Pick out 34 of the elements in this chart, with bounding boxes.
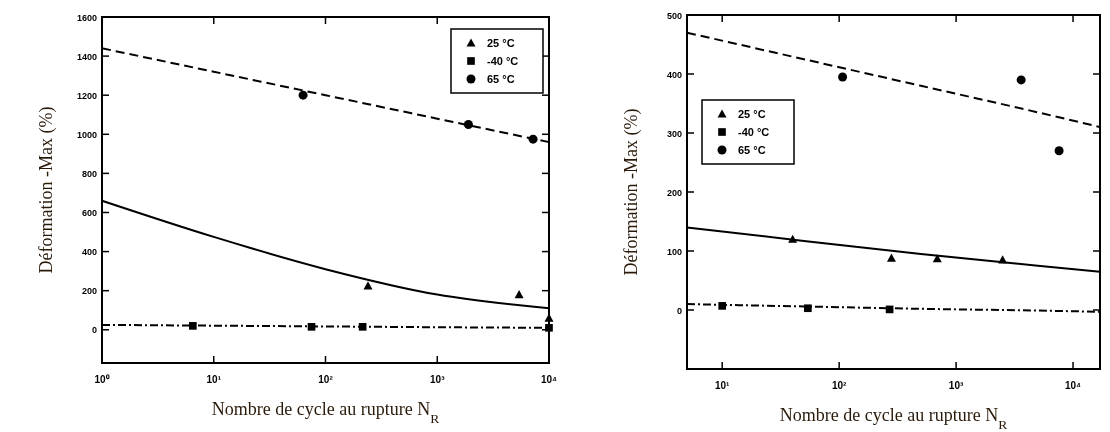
x-tick-label: 10⁴ (540, 374, 558, 385)
y-tick-label: 1200 (76, 90, 97, 101)
y-tick-label: 800 (81, 168, 97, 179)
y-tick-label: 0 (91, 325, 97, 336)
x-tick-label: 10² (318, 374, 334, 385)
x-tick-label: 10² (831, 380, 848, 391)
x-axis-title: Nombre de cycle au rupture N$_{R}$ (779, 405, 1008, 432)
legend-label: -40 °C (487, 55, 519, 67)
legend-label: -40 °C (738, 126, 770, 138)
x-tick-label: 10⁴ (1065, 380, 1082, 391)
x-tick-label: 10⁰ (94, 374, 110, 385)
y-tick-label: 300 (666, 128, 682, 139)
y-tick-label: 400 (666, 69, 682, 80)
y-tick-label: 400 (81, 247, 97, 258)
x-tick-label: 10¹ (206, 374, 222, 385)
y-tick-label: 500 (666, 10, 682, 21)
y-tick-label: 600 (81, 207, 97, 218)
y-tick-label: 200 (666, 187, 682, 198)
legend-label: 65 °C (487, 73, 515, 85)
y-tick-label: 1000 (76, 129, 97, 140)
y-tick-label: 1600 (76, 12, 97, 23)
y-tick-label: 0 (676, 305, 682, 316)
x-tick-label: 10³ (948, 380, 964, 391)
legend-label: 25 °C (738, 108, 766, 120)
x-axis-title: Nombre de cycle au rupture N$_{R}$ (211, 399, 440, 426)
y-axis-title: Déformation -Max (%) (621, 108, 642, 276)
y-tick-label: 100 (666, 246, 682, 257)
legend-label: 25 °C (487, 37, 515, 49)
x-tick-label: 10¹ (714, 380, 731, 391)
y-axis-title: Déformation -Max (%) (36, 106, 57, 274)
x-tick-label: 10³ (430, 374, 446, 385)
legend-label: 65 °C (738, 144, 766, 156)
y-tick-label: 1400 (76, 51, 97, 62)
y-tick-label: 200 (81, 286, 97, 297)
